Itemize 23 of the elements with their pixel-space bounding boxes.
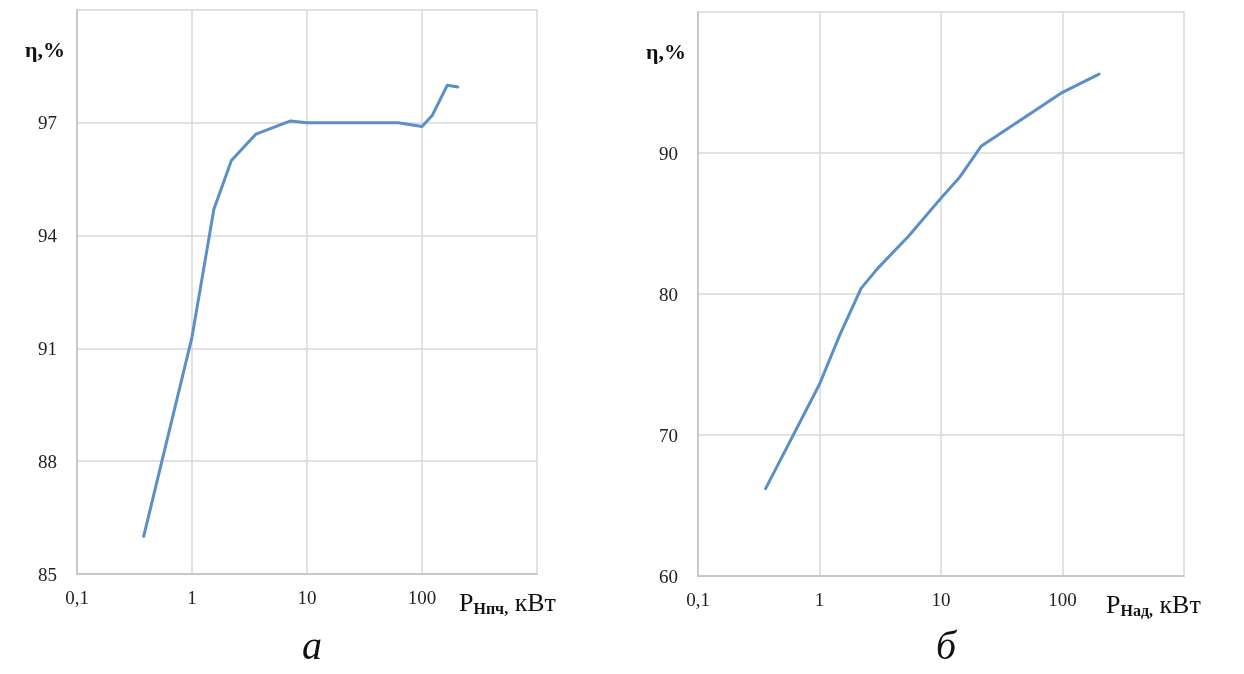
x-tick-label: 0,1 [686,589,710,610]
x-axis-title: PНпч, кВт [459,587,556,617]
y-tick-label: 94 [38,225,58,247]
text: б [935,622,958,668]
y-tick-label: 88 [38,450,57,472]
y-tick-label: 90 [659,142,678,164]
text: а [302,622,322,668]
x-tick-label: 1 [814,589,825,610]
y-tick-label: 85 [38,563,57,585]
x-tick-label: 100 [407,587,437,608]
x-tick-label: 10 [297,587,317,608]
y-axis-title: η,% [25,36,65,62]
x-tick-label: 1 [187,587,197,608]
y-tick-label: 60 [659,565,678,587]
x-tick-label: 100 [1048,589,1077,610]
y-tick-label: 97 [38,112,57,134]
y-axis-title: η,% [646,38,686,64]
y-tick-label: 70 [659,424,678,446]
x-axis-title: PНад, кВт [1106,589,1201,619]
y-tick-label: 80 [659,283,678,305]
y-tick-label: 91 [38,337,57,359]
x-tick-label: 0,1 [65,587,89,608]
x-tick-label: 10 [931,589,951,610]
